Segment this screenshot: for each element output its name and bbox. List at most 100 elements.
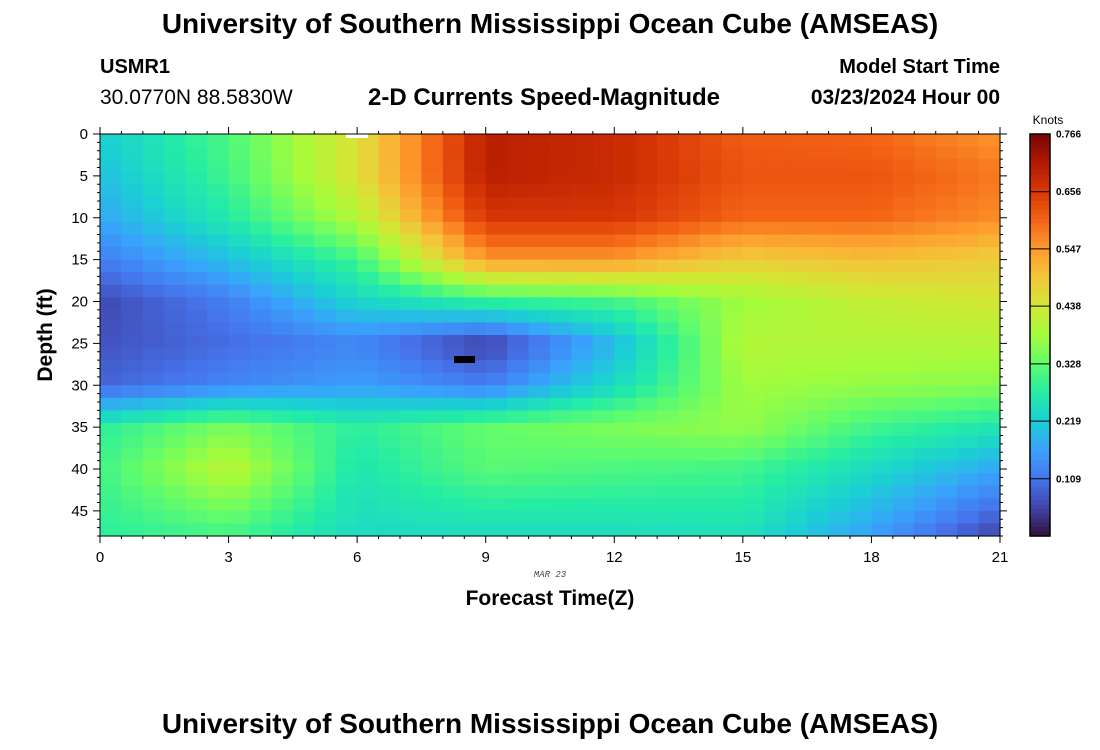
heatmap-cell <box>914 221 937 236</box>
heatmap-cell <box>185 159 208 173</box>
heatmap-cell <box>528 146 551 160</box>
heatmap-cell <box>850 397 873 411</box>
heatmap-cell <box>250 385 273 399</box>
heatmap-cell <box>957 523 980 537</box>
heatmap-cell <box>485 196 508 210</box>
heatmap-cell <box>528 159 551 173</box>
heatmap-cell <box>957 435 980 449</box>
colorbar-segment <box>1030 250 1050 256</box>
heatmap-cell <box>935 473 958 487</box>
heatmap-cell <box>700 448 723 462</box>
heatmap-cell <box>785 385 808 399</box>
heatmap-cell <box>292 209 315 223</box>
heatmap-cell <box>271 485 294 499</box>
heatmap-cell <box>121 460 144 474</box>
heatmap-cell <box>271 309 294 324</box>
heatmap-cell <box>271 460 294 474</box>
heatmap-cell <box>635 335 658 349</box>
heatmap-cell <box>892 146 915 160</box>
heatmap-cell <box>228 372 251 386</box>
heatmap-cell <box>228 510 251 525</box>
heatmap-cell <box>185 146 208 160</box>
heatmap-cell <box>464 385 487 399</box>
heatmap-cell <box>764 335 787 349</box>
heatmap-cell <box>657 435 680 449</box>
heatmap-cell <box>121 309 144 324</box>
heatmap-cell <box>678 272 701 286</box>
heatmap-cell <box>635 397 658 411</box>
colorbar-segment <box>1030 263 1050 269</box>
heatmap-cell <box>292 171 315 185</box>
heatmap-cell <box>207 385 230 399</box>
heatmap-cell <box>914 422 937 437</box>
heatmap-cell <box>121 196 144 210</box>
heatmap-cell <box>185 473 208 487</box>
heatmap-cell <box>721 385 744 399</box>
colorbar-segment <box>1030 196 1050 202</box>
heatmap-cell <box>421 460 444 474</box>
heatmap-cell <box>742 184 765 198</box>
heatmap-cell <box>957 347 980 361</box>
heatmap-cell <box>721 510 744 525</box>
heatmap-cell <box>550 259 573 273</box>
heatmap-cell <box>807 335 830 349</box>
heatmap-cell <box>335 159 358 173</box>
heatmap-cell <box>614 171 637 185</box>
heatmap-cell <box>464 196 487 210</box>
heatmap-cell <box>378 171 401 185</box>
heatmap-cell <box>807 322 830 336</box>
y-tick-label: 15 <box>71 252 88 269</box>
heatmap-cell <box>100 473 123 487</box>
heatmap-cell <box>100 523 123 537</box>
heatmap-cell <box>571 460 594 474</box>
heatmap-cell <box>978 473 1001 487</box>
heatmap-cell <box>314 134 337 148</box>
heatmap-cell <box>507 397 530 411</box>
heatmap-cell <box>892 184 915 198</box>
heatmap-cell <box>421 146 444 160</box>
heatmap-cell <box>807 498 830 512</box>
colorbar-segment <box>1030 469 1050 475</box>
heatmap-cell <box>614 247 637 261</box>
heatmap-cell <box>892 322 915 336</box>
heatmap-cell <box>357 410 380 424</box>
heatmap-cell <box>635 159 658 173</box>
heatmap-cell <box>142 510 165 525</box>
colorbar-segment <box>1030 437 1050 443</box>
heatmap-cell <box>507 159 530 173</box>
heatmap-cell <box>507 134 530 148</box>
heatmap-cell <box>121 184 144 198</box>
heatmap-cell <box>850 322 873 336</box>
heatmap-cell <box>828 335 851 349</box>
heatmap-cell <box>914 397 937 411</box>
heatmap-cell <box>935 448 958 462</box>
heatmap-cell <box>464 422 487 437</box>
colorbar-segment <box>1030 169 1050 175</box>
heatmap-cell <box>764 209 787 223</box>
heatmap-cell <box>550 146 573 160</box>
heatmap-cell <box>378 372 401 386</box>
heatmap-cell <box>250 372 273 386</box>
heatmap-cell <box>935 460 958 474</box>
heatmap-cell <box>121 284 144 298</box>
colorbar-segment <box>1030 268 1050 274</box>
heatmap-cell <box>571 410 594 424</box>
heatmap-cell <box>592 498 615 512</box>
heatmap-cell <box>271 134 294 148</box>
heatmap-cell <box>142 259 165 273</box>
heatmap-cell <box>314 473 337 487</box>
heatmap-cell <box>721 460 744 474</box>
heatmap-cell <box>592 510 615 525</box>
heatmap-cell <box>828 397 851 411</box>
heatmap-cell <box>978 272 1001 286</box>
heatmap-cell <box>528 209 551 223</box>
heatmap-cell <box>657 171 680 185</box>
heatmap-cell <box>100 460 123 474</box>
heatmap-cell <box>721 272 744 286</box>
heatmap-cell <box>507 335 530 349</box>
heatmap-cell <box>142 297 165 311</box>
heatmap-cell <box>314 196 337 210</box>
heatmap-cell <box>485 259 508 273</box>
heatmap-cell <box>678 397 701 411</box>
heatmap-cell <box>678 297 701 311</box>
